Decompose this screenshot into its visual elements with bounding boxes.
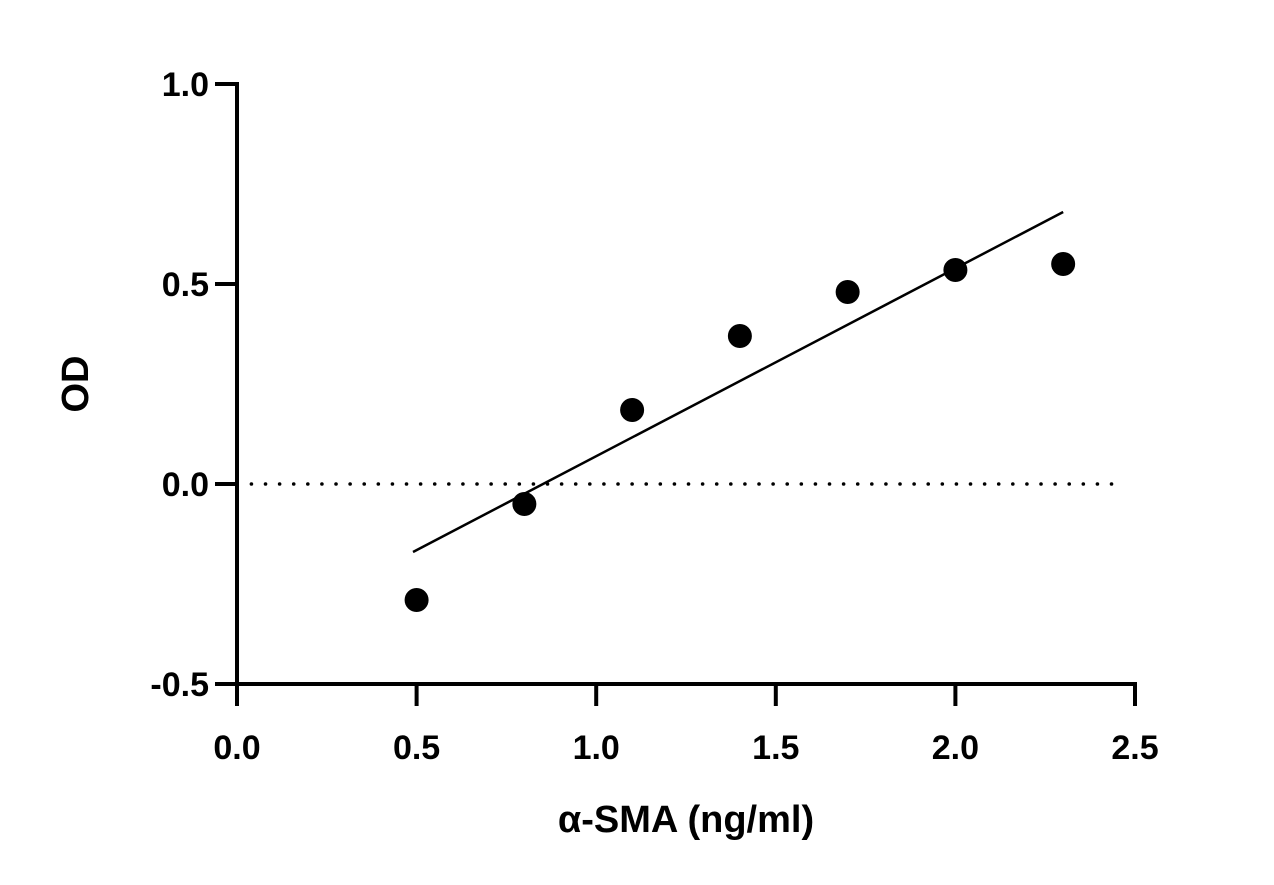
y-tick-label: 0.0 <box>162 466 209 504</box>
x-tick-label: 1.5 <box>752 729 799 767</box>
x-tick-label: 2.0 <box>932 729 979 767</box>
data-point <box>943 258 968 282</box>
y-axis-label: OD <box>55 356 97 413</box>
x-tick-label: 0.5 <box>393 729 440 767</box>
fit-line <box>412 210 1064 554</box>
axes: -0.50.00.51.00.0 0.5 1.0 1.5 2.0 2.5 <box>150 66 1158 767</box>
x-axis-label: α-SMA (ng/ml) <box>558 799 814 841</box>
y-tick-label: 0.5 <box>162 266 209 304</box>
x-tick-label: 1.0 <box>573 729 620 767</box>
data-point <box>620 398 645 422</box>
data-point <box>835 280 860 304</box>
x-tick-label: 0.0 <box>213 729 260 767</box>
data-point <box>404 588 429 612</box>
data-point <box>727 324 752 348</box>
marks <box>249 210 1123 612</box>
y-tick-label: -0.5 <box>150 666 209 704</box>
data-point <box>512 492 537 516</box>
y-tick-label: 1.0 <box>162 66 209 104</box>
x-tick-label: 2.5 <box>1111 729 1158 767</box>
data-point <box>1051 252 1076 276</box>
